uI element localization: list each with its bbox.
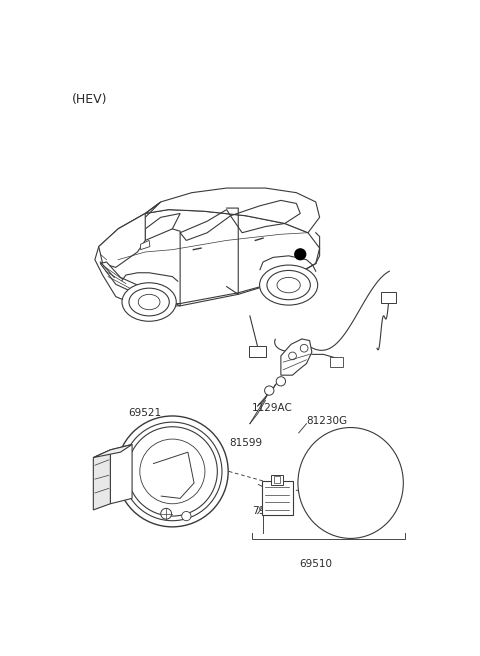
Text: 1129AC: 1129AC bbox=[252, 403, 293, 413]
Ellipse shape bbox=[260, 265, 318, 305]
Text: 79552: 79552 bbox=[252, 506, 285, 516]
FancyBboxPatch shape bbox=[271, 474, 283, 485]
Polygon shape bbox=[99, 213, 145, 268]
Circle shape bbox=[117, 416, 228, 527]
Circle shape bbox=[123, 422, 222, 521]
Ellipse shape bbox=[298, 428, 403, 539]
Text: (HEV): (HEV) bbox=[72, 92, 107, 106]
Ellipse shape bbox=[122, 283, 176, 321]
Polygon shape bbox=[95, 210, 320, 306]
Text: 69510: 69510 bbox=[299, 559, 332, 569]
Polygon shape bbox=[141, 240, 150, 250]
Polygon shape bbox=[145, 188, 320, 233]
Text: 69521: 69521 bbox=[129, 408, 162, 418]
Polygon shape bbox=[93, 445, 132, 458]
FancyBboxPatch shape bbox=[330, 358, 343, 367]
Polygon shape bbox=[281, 339, 312, 375]
FancyBboxPatch shape bbox=[262, 482, 292, 516]
Text: 81599: 81599 bbox=[229, 438, 262, 448]
Polygon shape bbox=[100, 262, 137, 295]
Polygon shape bbox=[93, 450, 110, 510]
Text: 81230G: 81230G bbox=[306, 417, 348, 426]
Circle shape bbox=[161, 508, 172, 519]
FancyBboxPatch shape bbox=[381, 292, 396, 303]
Circle shape bbox=[295, 249, 306, 260]
Circle shape bbox=[276, 377, 286, 386]
Circle shape bbox=[264, 386, 274, 395]
FancyBboxPatch shape bbox=[274, 476, 280, 483]
FancyBboxPatch shape bbox=[249, 346, 266, 358]
Polygon shape bbox=[110, 445, 132, 504]
Circle shape bbox=[181, 512, 191, 521]
